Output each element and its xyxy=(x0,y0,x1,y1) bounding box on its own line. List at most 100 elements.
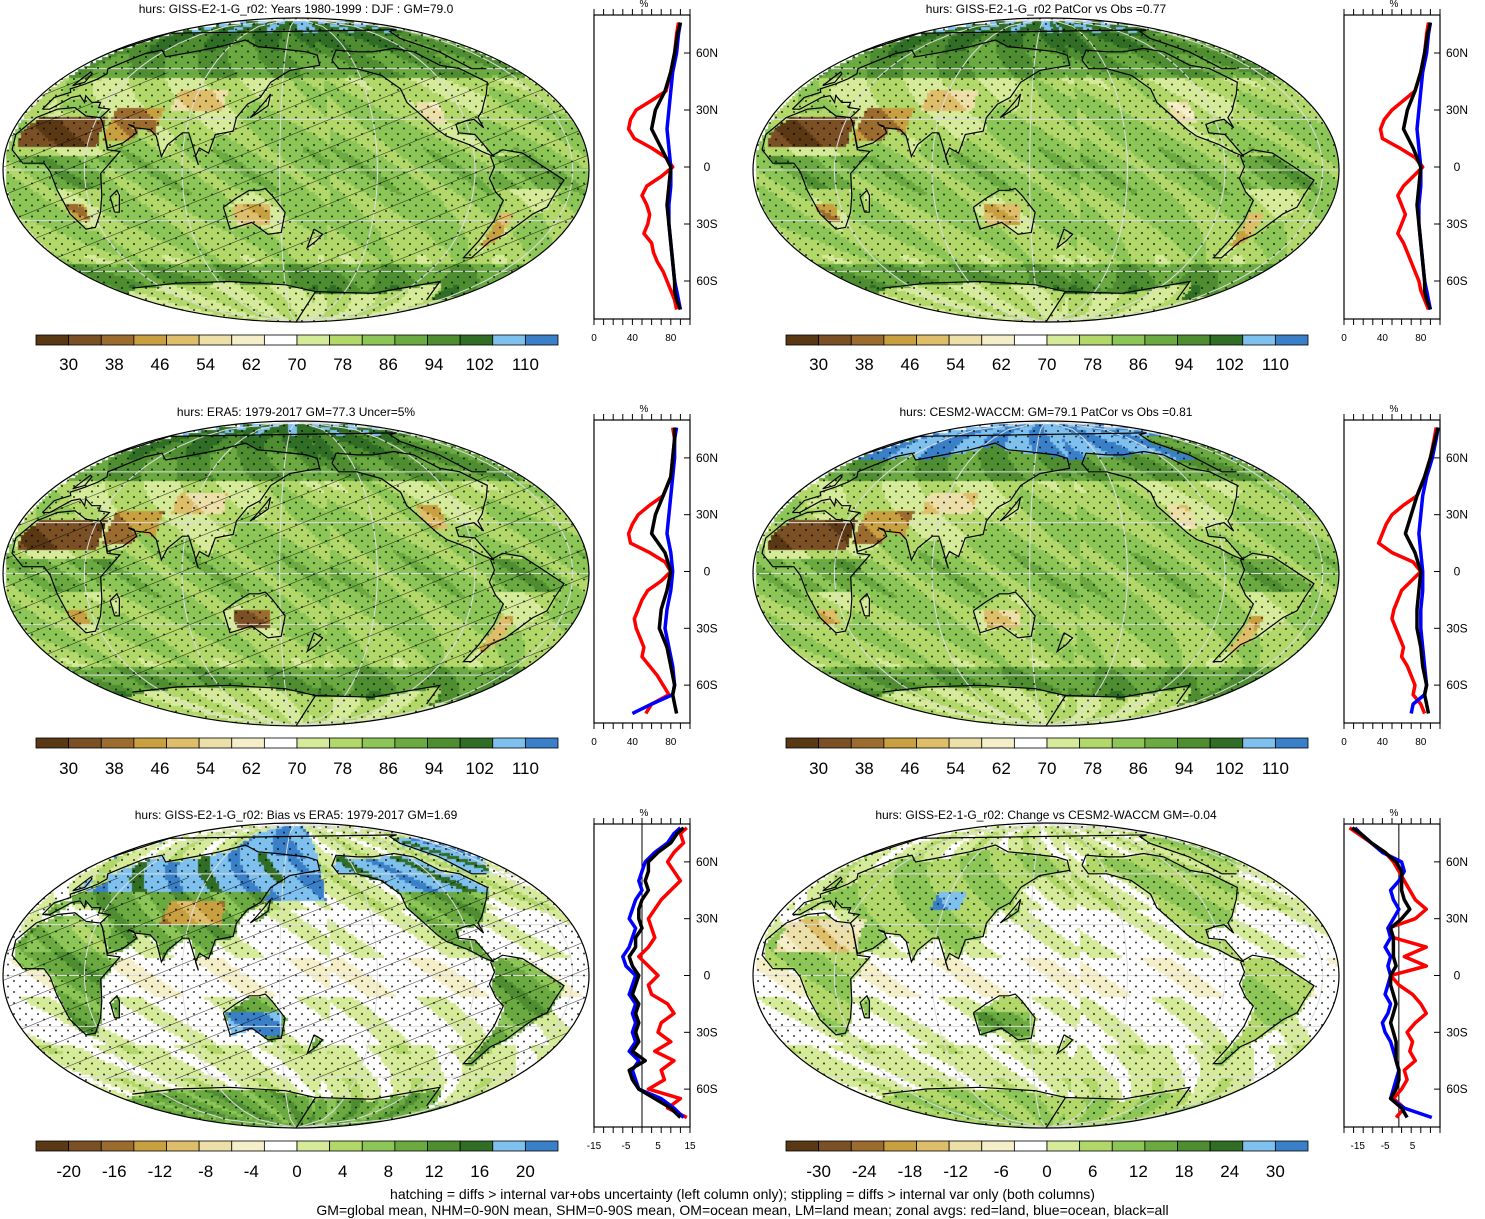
colorbar-tick-label: 62 xyxy=(242,355,261,374)
colorbar-box xyxy=(1111,1140,1146,1152)
colorbar-tick-label: 0 xyxy=(1042,1162,1051,1181)
zonal-unit-label: % xyxy=(640,808,649,819)
colorbar-box xyxy=(1046,1140,1081,1152)
coastline-japan xyxy=(999,898,1022,924)
colorbar-tick-label: 70 xyxy=(288,759,307,778)
coastline-africa xyxy=(11,106,122,230)
colorbar-tick-label: 38 xyxy=(855,355,874,374)
zonal-lat-label: 60N xyxy=(696,451,718,465)
map-stippling xyxy=(753,18,1339,322)
colorbar-box xyxy=(492,737,526,749)
colorbar-box xyxy=(361,737,396,749)
zonal-lat-label: 60N xyxy=(696,46,718,60)
colorbar-tick-label: -24 xyxy=(852,1162,877,1181)
zonal-lat-label: 60N xyxy=(1446,855,1468,869)
coastline-samerica xyxy=(1212,954,1315,1065)
colorbar-tick-label: 94 xyxy=(425,355,444,374)
panel-title: hurs: ERA5: 1979-2017 GM=77.3 Uncer=5% xyxy=(177,405,415,419)
coastline-australia xyxy=(222,187,286,235)
zonal-lat-label: 0 xyxy=(704,565,711,579)
coastline-samerica xyxy=(462,552,565,663)
colorbar-box xyxy=(948,334,983,346)
colorbar-box xyxy=(459,737,494,749)
colorbar-tick-label: 78 xyxy=(1083,759,1102,778)
zonal-x-tick-label: 80 xyxy=(1415,333,1427,344)
colorbar-box xyxy=(948,737,983,749)
coastline-antarctica xyxy=(882,280,1192,322)
colorbar-box xyxy=(459,334,494,346)
panel-1: hurs: GISS-E2-1-G_r02: Years 1980-1999 :… xyxy=(2,0,718,374)
colorbar-tick-label: -8 xyxy=(198,1162,213,1181)
zonal-x-tick-label: 0 xyxy=(591,737,597,748)
colorbar-box xyxy=(1111,334,1146,346)
zonal-series-land xyxy=(637,826,688,1120)
map-stippling xyxy=(753,823,1339,1128)
colorbar-box xyxy=(100,334,135,346)
colorbar-box xyxy=(166,334,200,346)
coastline-uk xyxy=(822,71,843,87)
zonal-x-tick-label: -5 xyxy=(622,1141,631,1152)
coastline-eurasia xyxy=(41,844,321,971)
map-hatching xyxy=(3,877,589,1080)
zonal-lat-label: 0 xyxy=(704,969,711,983)
colorbar-box xyxy=(492,1140,526,1152)
zonal-x-tick-label: -5 xyxy=(1381,1141,1390,1152)
zonal-x-tick-label: 40 xyxy=(1377,737,1389,748)
map-coastlines xyxy=(11,834,565,1128)
coastline-namerica xyxy=(1081,450,1245,561)
colorbar-tick-label: 16 xyxy=(470,1162,489,1181)
panel-title: hurs: CESM2-WACCM: GM=79.1 PatCor vs Obs… xyxy=(900,405,1193,419)
colorbar-tick-label: 102 xyxy=(466,355,494,374)
colorbar-tick-label: 0 xyxy=(292,1162,301,1181)
colorbar-box xyxy=(361,1140,396,1152)
colorbar-box xyxy=(329,1140,363,1152)
colorbar-box xyxy=(981,1140,1015,1152)
coastline-antarctica xyxy=(882,684,1192,726)
colorbar-box xyxy=(1274,334,1309,346)
panel-title: hurs: GISS-E2-1-G_r02: Change vs CESM2-W… xyxy=(875,808,1217,822)
colorbar-box xyxy=(948,1140,983,1152)
coastline-namerica xyxy=(331,450,495,561)
colorbar-tick-label: 30 xyxy=(59,759,78,778)
zonal-lat-label: 60N xyxy=(1446,451,1468,465)
colorbar-tick-label: 12 xyxy=(1129,1162,1148,1181)
zonal-lat-label: 60S xyxy=(696,678,717,692)
colorbar-box xyxy=(68,334,102,346)
panel-2: hurs: GISS-E2-1-G_r02 PatCor vs Obs =0.7… xyxy=(752,0,1468,374)
colorbar-tick-label: 54 xyxy=(196,355,215,374)
zonal-x-tick-label: 5 xyxy=(1410,1141,1416,1152)
coastline-namerica xyxy=(331,47,495,158)
colorbar-box xyxy=(1079,737,1113,749)
colorbar-tick-label: -4 xyxy=(244,1162,259,1181)
footer-line-2: GM=global mean, NHM=0-90N mean, SHM=0-90… xyxy=(316,1202,1169,1218)
colorbar-box xyxy=(818,334,852,346)
colorbar-box xyxy=(1013,334,1048,346)
coastline-japan xyxy=(999,93,1022,119)
coastline-africa xyxy=(761,912,872,1036)
colorbar-box xyxy=(361,334,396,346)
colorbar-box xyxy=(1144,737,1178,749)
map-hatching xyxy=(3,72,589,274)
colorbar-tick-label: -30 xyxy=(806,1162,831,1181)
colorbar-tick-label: -16 xyxy=(102,1162,127,1181)
coastline-newzealand xyxy=(1055,1034,1074,1056)
zonal-series-all xyxy=(649,427,679,714)
coastline-uk xyxy=(72,876,93,892)
zonal-lat-label: 60N xyxy=(696,855,718,869)
colorbar-box xyxy=(492,334,526,346)
panel-3: hurs: ERA5: 1979-2017 GM=77.3 Uncer=5% 30… xyxy=(2,404,718,778)
coastline-antarctica xyxy=(132,280,442,322)
zonal-series-all xyxy=(1351,826,1412,1119)
zonal-unit-label: % xyxy=(640,0,649,10)
colorbar-box xyxy=(231,1140,265,1152)
colorbar-tick-label: 38 xyxy=(105,759,124,778)
colorbar-box xyxy=(198,334,233,346)
coastline-newzealand xyxy=(305,228,324,250)
coastline-australia xyxy=(972,591,1036,639)
coastline-uk xyxy=(822,876,843,892)
colorbar-box xyxy=(68,1140,102,1152)
zonal-lat-label: 60S xyxy=(1446,1082,1467,1096)
zonal-x-tick-label: -15 xyxy=(1350,1141,1365,1152)
zonal-lat-label: 60S xyxy=(696,1082,717,1096)
colorbar-box xyxy=(818,1140,852,1152)
